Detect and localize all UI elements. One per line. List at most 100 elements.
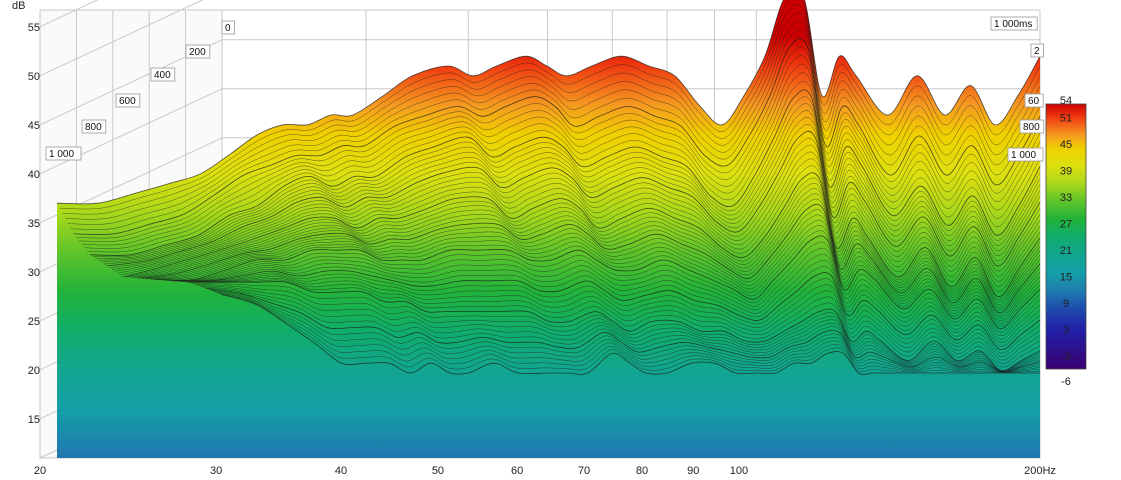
- x-tick-label: 100: [730, 465, 748, 477]
- waterfall-trace: [208, 289, 1041, 373]
- waterfall-trace: [180, 276, 1041, 361]
- colorbar-tick-label: 27: [1060, 218, 1072, 230]
- svg-text:0: 0: [225, 23, 231, 34]
- waterfall-trace: [114, 151, 1041, 282]
- x-tick-label: 90: [687, 465, 699, 477]
- time-label-right: 2: [1030, 43, 1045, 58]
- waterfall-trace: [59, 0, 1041, 210]
- y-tick-label: 15: [28, 414, 40, 426]
- svg-text:1 000ms: 1 000ms: [994, 19, 1032, 30]
- time-label-left: 400: [150, 67, 176, 82]
- time-label-left: 600: [115, 93, 141, 108]
- waterfall-trace: [106, 130, 1041, 267]
- x-tick-label: 20: [34, 465, 46, 477]
- waterfall-trace: [153, 230, 1041, 327]
- svg-text:60: 60: [1028, 96, 1040, 107]
- waterfall-trace: [122, 172, 1041, 298]
- db-grid-line: [39, 0, 204, 77]
- x-tick-label: 50: [432, 465, 444, 477]
- svg-text:800: 800: [1023, 122, 1040, 133]
- y-tick-label: 55: [28, 22, 40, 34]
- time-label-right: 800: [1019, 119, 1045, 134]
- svg-text:2: 2: [1034, 46, 1040, 57]
- waterfall-trace: [147, 219, 1041, 321]
- x-tick-label: 30: [210, 465, 222, 477]
- waterfall-trace: [169, 266, 1041, 347]
- waterfall-trace: [150, 225, 1041, 324]
- waterfall-trace: [84, 72, 1041, 249]
- waterfall-trace: [133, 193, 1041, 308]
- svg-text:400: 400: [154, 70, 171, 81]
- y-tick-label: 40: [28, 169, 40, 181]
- waterfall-trace: [213, 291, 1041, 373]
- colorbar-tick-label: 21: [1060, 245, 1072, 257]
- y-tick-label: 20: [28, 365, 40, 377]
- waterfall-trace: [98, 110, 1041, 261]
- time-label-left: 1 000: [45, 146, 82, 161]
- waterfall-trace: [128, 182, 1041, 303]
- svg-text:1 000: 1 000: [49, 149, 74, 160]
- colorbar-tick-label: 51: [1060, 112, 1072, 124]
- waterfall-trace: [144, 214, 1041, 319]
- waterfall-trace: [87, 80, 1041, 253]
- waterfall-trace: [67, 21, 1041, 225]
- waterfall-trace: [172, 270, 1041, 350]
- waterfall-trace: [216, 292, 1041, 373]
- svg-text:1 000: 1 000: [1011, 150, 1036, 161]
- time-label-left: 800: [81, 119, 107, 134]
- waterfall-trace: [199, 286, 1041, 372]
- x-tick-label: 40: [335, 465, 347, 477]
- waterfall-trace: [136, 198, 1041, 311]
- colorbar-tick-label: -3: [1061, 351, 1071, 363]
- waterfall-trace: [175, 272, 1041, 354]
- waterfall-trace: [125, 177, 1041, 300]
- waterfall-trace: [95, 103, 1041, 259]
- waterfall-trace: [70, 29, 1041, 230]
- x-tick-label: 200Hz: [1024, 465, 1056, 477]
- svg-text:200: 200: [189, 47, 206, 58]
- colorbar-tick-label: 15: [1060, 271, 1072, 283]
- waterfall-trace: [103, 124, 1041, 265]
- db-grid-line: [39, 0, 99, 28]
- waterfall-trace: [191, 282, 1041, 371]
- waterfall-trace: [186, 279, 1041, 368]
- time-label-right: 1 000ms: [990, 16, 1038, 31]
- svg-text:600: 600: [119, 96, 136, 107]
- colorbar: 54 51 45 39 33 27 21 15 9 3 -3 -6: [1045, 95, 1087, 388]
- waterfall-trace: [111, 144, 1041, 277]
- y-tick-label: 30: [28, 267, 40, 279]
- colorbar-tick-label: 54: [1060, 95, 1072, 107]
- waterfall-trace: [164, 253, 1041, 340]
- colorbar-tick-label: 9: [1063, 298, 1069, 310]
- waterfall-trace: [120, 165, 1041, 292]
- colorbar-tick-label: 39: [1060, 165, 1072, 177]
- waterfall-trace: [161, 247, 1041, 336]
- waterfall-trace: [205, 288, 1041, 373]
- waterfall-trace: [177, 274, 1041, 357]
- waterfall-trace: [142, 209, 1041, 316]
- waterfall-trace: [100, 117, 1041, 263]
- waterfall-trace: [183, 277, 1041, 364]
- waterfall-trace: [139, 203, 1041, 314]
- colorbar-tick-label: 45: [1060, 139, 1072, 151]
- colorbar-tick-label: 3: [1063, 324, 1069, 336]
- waterfall-trace: [89, 89, 1041, 256]
- waterfall-trace: [189, 281, 1041, 371]
- y-tick-label: 25: [28, 316, 40, 328]
- waterfall-trace: [166, 260, 1041, 343]
- waterfall-trace: [219, 293, 1041, 374]
- x-tick-label: 80: [636, 465, 648, 477]
- waterfall-trace: [202, 287, 1041, 372]
- waterfall-slice-fill: [222, 294, 1040, 375]
- colorbar-tick-label: 33: [1060, 192, 1072, 204]
- x-tick-label: 60: [511, 465, 523, 477]
- waterfall-trace: [62, 4, 1041, 215]
- waterfall-trace: [197, 285, 1041, 372]
- colorbar-tick-label: -6: [1061, 376, 1071, 388]
- waterfall-trace: [56, 0, 1041, 205]
- x-tick-label: 70: [578, 465, 590, 477]
- waterfall-trace: [73, 37, 1041, 236]
- time-label-left: 0: [221, 20, 236, 35]
